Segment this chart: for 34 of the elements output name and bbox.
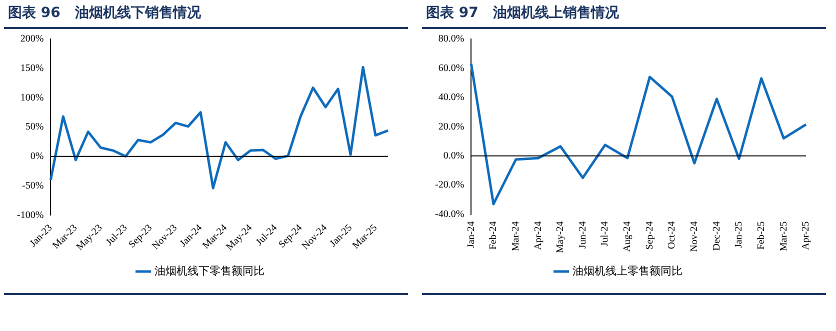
x-tick-label: Feb-24 [488, 221, 500, 250]
legend-label: 油烟机线下零售额同比 [154, 264, 264, 278]
y-tick-label: 200% [20, 34, 44, 45]
x-tick-label: Sep-24 [644, 221, 656, 250]
x-tick-label: Apr-25 [800, 221, 812, 250]
x-tick-label: Jul-24 [600, 221, 611, 246]
y-tick-label: 40.0% [438, 92, 464, 104]
x-tick-label: Feb-25 [756, 221, 767, 250]
y-tick-label: -50% [22, 180, 44, 192]
y-tick-label: -100% [16, 210, 44, 221]
y-tick-label: 150% [20, 62, 44, 74]
y-tick-label: 20.0% [438, 121, 464, 132]
x-tick-label: Aug-24 [622, 221, 634, 252]
y-tick-label: 100% [20, 92, 44, 104]
y-tick-label: -40.0% [434, 208, 464, 220]
y-tick-label: 0% [30, 151, 44, 162]
x-tick-label: Mar-25 [778, 221, 790, 252]
x-tick-label: May-24 [555, 221, 566, 254]
x-tick-label: Mar-24 [510, 221, 522, 252]
x-tick-label: Jun-24 [577, 221, 588, 249]
x-tick-label: Nov-24 [689, 221, 700, 252]
legend-label: 油烟机线上零售额同比 [572, 264, 682, 278]
x-tick-label: Apr-24 [532, 221, 544, 250]
chart-title: 图表 96 油烟机线下销售情况 [4, 0, 408, 29]
chart-title: 图表 97 油烟机线上销售情况 [422, 0, 826, 29]
x-tick-label: Jan-25 [734, 221, 745, 248]
y-tick-label: 60.0% [438, 62, 464, 74]
y-tick-label: 50% [25, 122, 44, 133]
x-tick-label: Oct-24 [666, 221, 678, 250]
y-tick-label: 0.0% [443, 150, 464, 162]
x-tick-label: Jan-24 [466, 221, 477, 248]
y-tick-label: -20.0% [434, 180, 464, 191]
x-tick-label: Dec-24 [711, 221, 722, 251]
y-tick-label: 80.0% [438, 34, 464, 45]
